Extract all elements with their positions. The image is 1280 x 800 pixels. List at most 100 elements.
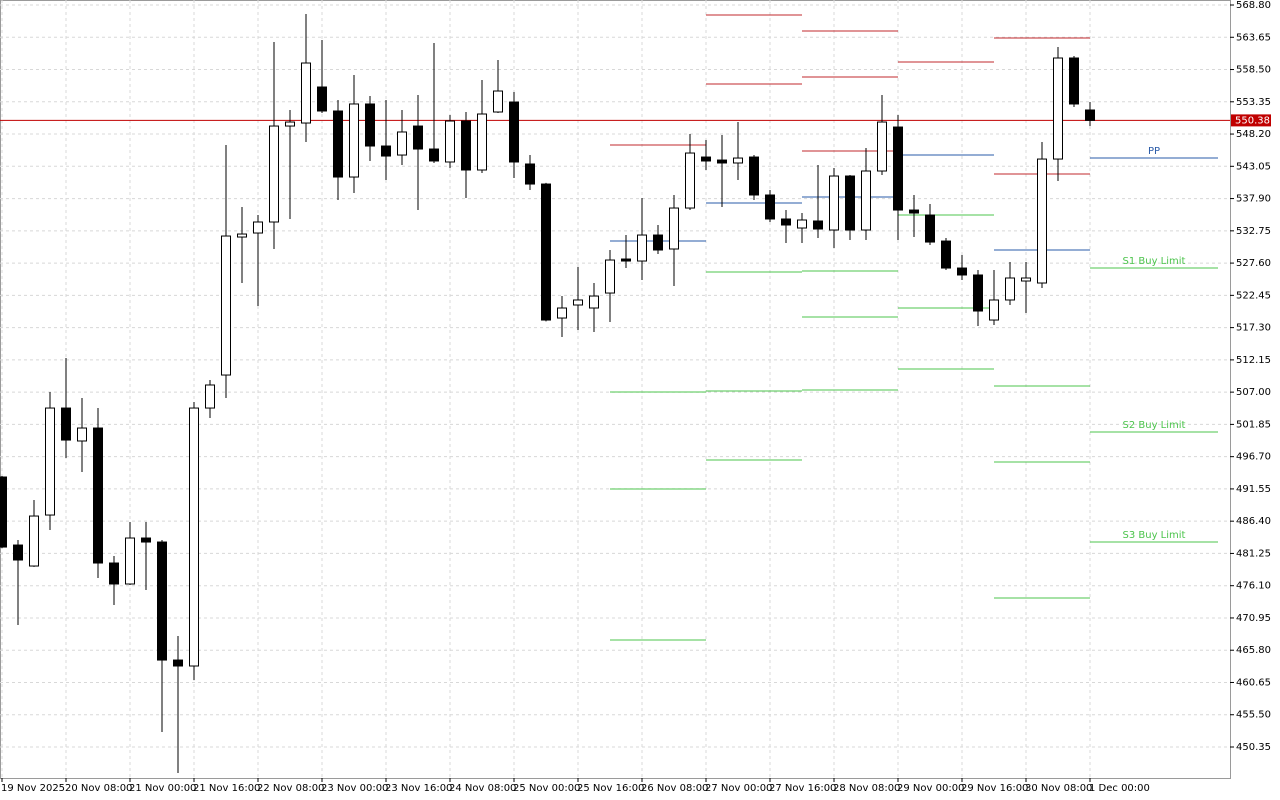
candle-body — [0, 476, 7, 548]
candle-body — [93, 427, 103, 564]
x-tick-label: 21 Nov 16:00 — [193, 783, 260, 794]
candle-body — [797, 219, 807, 229]
y-tick-label: 522.45 — [1236, 290, 1271, 301]
candle-body — [13, 544, 23, 561]
y-tick-label: 470.95 — [1236, 613, 1271, 624]
y-tick-label: 568.80 — [1236, 0, 1271, 11]
candle-body — [141, 537, 151, 543]
candle-body — [877, 121, 887, 172]
x-tick-label: 26 Nov 08:00 — [641, 783, 708, 794]
x-tick-label: 27 Nov 00:00 — [705, 783, 772, 794]
candle-body — [365, 103, 375, 147]
candle-body — [1053, 57, 1063, 160]
candle-body — [77, 427, 87, 442]
y-tick-label: 532.75 — [1236, 226, 1271, 237]
candle-body — [173, 659, 183, 667]
candle-body — [477, 113, 487, 171]
candle-body — [541, 183, 551, 321]
candle-body — [1037, 158, 1047, 284]
x-tick-label: 29 Nov 16:00 — [961, 783, 1028, 794]
candle-body — [61, 407, 71, 441]
candle-body — [493, 90, 503, 113]
candle-body — [845, 175, 855, 231]
candle-body — [653, 234, 663, 251]
y-tick-label: 517.30 — [1236, 323, 1271, 334]
x-tick-label: 27 Nov 16:00 — [769, 783, 836, 794]
candle-body — [1085, 109, 1095, 121]
candle-body — [381, 145, 391, 157]
candle-body — [349, 103, 359, 178]
candle-body — [621, 258, 631, 262]
x-tick-label: 21 Nov 00:00 — [129, 783, 196, 794]
y-tick-label: 543.05 — [1236, 161, 1271, 172]
candle-body — [813, 220, 823, 230]
candle-body — [717, 159, 727, 164]
x-tick-label: 20 Nov 08:00 — [65, 783, 132, 794]
candle-body — [397, 131, 407, 156]
candle-body — [461, 120, 471, 171]
y-tick-label: 491.55 — [1236, 484, 1271, 495]
x-tick-label: 25 Nov 00:00 — [513, 783, 580, 794]
candle-body — [109, 562, 119, 585]
candle-body — [189, 407, 199, 667]
y-tick-label: 537.90 — [1236, 194, 1271, 205]
candle-body — [637, 234, 647, 262]
y-tick-label: 486.40 — [1236, 516, 1271, 527]
y-tick-label: 563.65 — [1236, 32, 1271, 43]
x-tick-label: 23 Nov 16:00 — [385, 783, 452, 794]
candle-body — [765, 194, 775, 220]
candle-body — [781, 218, 791, 226]
candle-body — [749, 156, 759, 196]
candle-body — [893, 126, 903, 211]
y-tick-label: 501.85 — [1236, 419, 1271, 430]
candle-body — [509, 101, 519, 163]
y-tick-label: 465.80 — [1236, 645, 1271, 656]
candle-body — [301, 62, 311, 124]
last-price-tag — [1231, 114, 1271, 127]
x-tick-label: 29 Nov 00:00 — [897, 783, 964, 794]
x-tick-label: 19 Nov 2025 — [1, 783, 65, 794]
x-tick-label: 1 Dec 00:00 — [1089, 783, 1150, 794]
last-price-label: 550.38 — [1235, 115, 1270, 126]
candle-body — [333, 110, 343, 178]
x-tick-label: 24 Nov 08:00 — [449, 783, 516, 794]
candle-body — [685, 152, 695, 209]
candle-body — [1005, 277, 1015, 301]
candle-body — [157, 541, 167, 661]
x-tick-label: 28 Nov 08:00 — [833, 783, 900, 794]
y-tick-label: 512.15 — [1236, 355, 1271, 366]
candle-body — [589, 295, 599, 309]
candle-body — [205, 384, 215, 409]
x-tick-label: 25 Nov 16:00 — [577, 783, 644, 794]
candle-body — [445, 120, 455, 163]
y-tick-label: 476.10 — [1236, 581, 1271, 592]
candle-body — [973, 274, 983, 312]
candle-body — [269, 125, 279, 223]
candle-body — [125, 537, 135, 585]
plot-area — [0, 0, 1231, 779]
y-tick-label: 481.25 — [1236, 548, 1271, 559]
y-tick-label: 507.00 — [1236, 387, 1271, 398]
candle-body — [957, 267, 967, 276]
candle-body — [221, 235, 231, 376]
x-tick-label: 30 Nov 08:00 — [1025, 783, 1092, 794]
candle-body — [733, 157, 743, 164]
candle-body — [669, 207, 679, 250]
y-tick-label: 460.65 — [1236, 677, 1271, 688]
candle-body — [29, 515, 39, 567]
candle-body — [941, 240, 951, 269]
candle-body — [909, 209, 919, 214]
y-tick-label: 548.20 — [1236, 129, 1271, 140]
candle-body — [413, 125, 423, 150]
candle-body — [861, 170, 871, 231]
pivot-label: PP — [1148, 146, 1160, 157]
x-tick-label: 23 Nov 00:00 — [321, 783, 388, 794]
y-tick-label: 455.50 — [1236, 710, 1271, 721]
x-tick-label: 22 Nov 08:00 — [257, 783, 324, 794]
candle-body — [989, 299, 999, 321]
y-tick-label: 558.50 — [1236, 65, 1271, 76]
y-tick-label: 450.35 — [1236, 742, 1271, 753]
candle-body — [701, 156, 711, 162]
y-tick-label: 553.35 — [1236, 97, 1271, 108]
